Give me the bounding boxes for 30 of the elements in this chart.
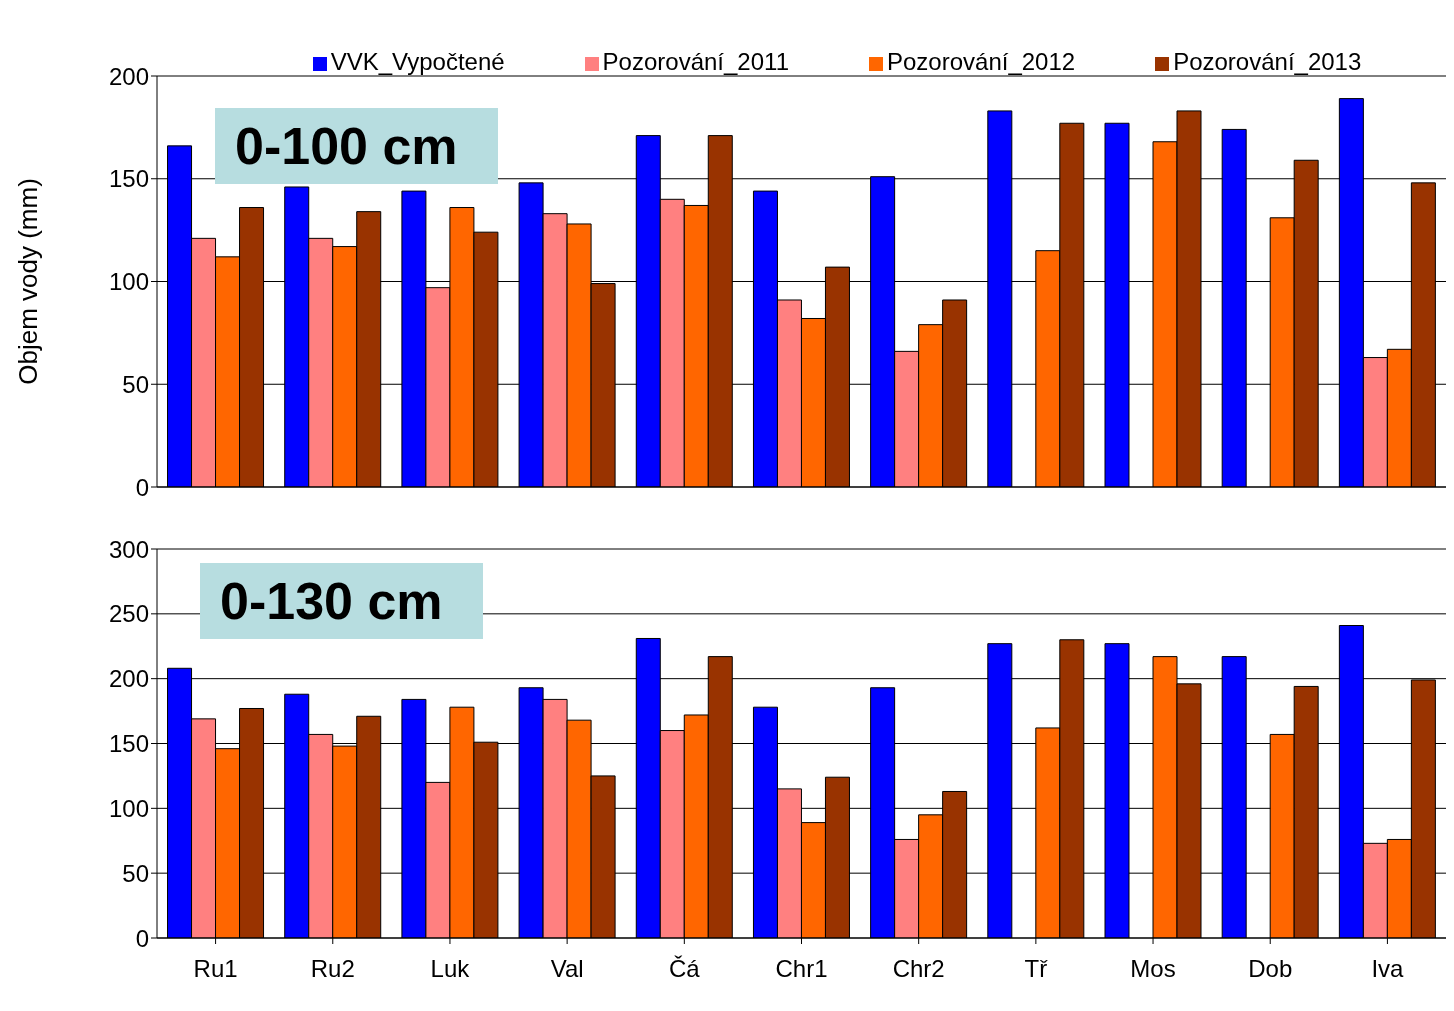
- legend-label: Pozorování_2013: [1173, 48, 1362, 75]
- annotation: 0-130 cm: [200, 563, 483, 639]
- x-tick-label: Dob: [1248, 955, 1293, 983]
- legend-label: VVK_Vypočtené: [330, 48, 505, 75]
- y-tick-label: 0: [135, 473, 149, 501]
- y-tick-label: 300: [108, 535, 149, 563]
- legend-label: Pozorování_2012: [886, 48, 1076, 75]
- x-tick-label: Iva: [1371, 955, 1405, 983]
- y-tick-label: 200: [108, 665, 149, 693]
- y-tick-label: 150: [108, 730, 149, 758]
- annotation: 0-100 cm: [215, 108, 498, 184]
- x-tick-label: Ru1: [193, 955, 238, 983]
- y-tick-label: 100: [108, 268, 149, 296]
- x-tick-label: Mos: [1130, 955, 1176, 983]
- x-tick-label: Tř: [1024, 955, 1049, 983]
- legend-label: Pozorování_2011: [602, 48, 789, 75]
- y-tick-label: 250: [108, 600, 149, 628]
- y-tick-label: 100: [108, 794, 149, 822]
- x-tick-label: Chr1: [775, 955, 828, 983]
- x-tick-label: Ru2: [310, 955, 355, 983]
- x-tick-label: Val: [550, 955, 584, 983]
- y-tick-label: 150: [108, 165, 149, 193]
- y-axis-title: Objem vody (mm): [13, 178, 44, 385]
- x-tick-label: Luk: [430, 955, 471, 983]
- y-tick-label: 50: [122, 859, 149, 887]
- y-tick-label: 200: [108, 62, 149, 90]
- x-tick-label: Chr2: [892, 955, 945, 983]
- y-tick-label: 0: [135, 924, 149, 952]
- x-tick-label: Čá: [668, 955, 701, 983]
- y-tick-label: 50: [122, 370, 149, 398]
